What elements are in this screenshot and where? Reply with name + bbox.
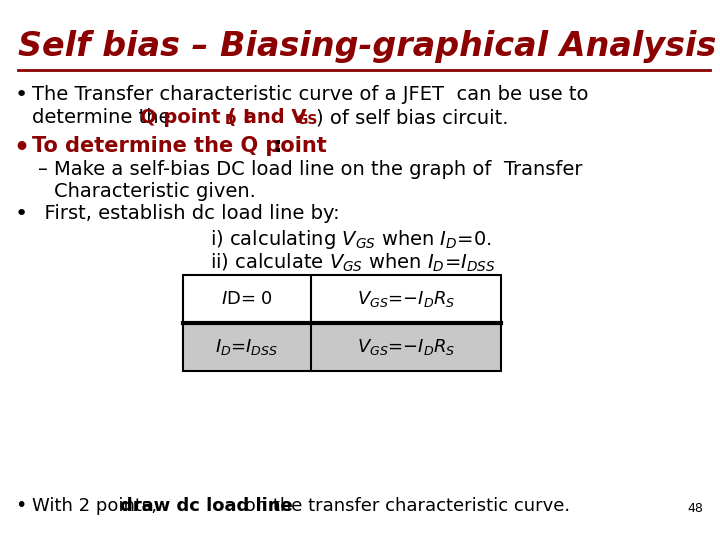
Text: determine the: determine the <box>32 108 176 127</box>
Bar <box>183 323 501 371</box>
Text: and V: and V <box>237 108 307 127</box>
Text: $V_{GS}$=$-I_D R_S$: $V_{GS}$=$-I_D R_S$ <box>357 289 455 309</box>
Text: :: : <box>274 136 282 156</box>
Text: •: • <box>15 496 27 515</box>
Text: i) calculating $V_{GS}$ when $I_D$=0.: i) calculating $V_{GS}$ when $I_D$=0. <box>210 228 492 251</box>
Text: on the transfer characteristic curve.: on the transfer characteristic curve. <box>239 497 570 515</box>
Text: •: • <box>15 204 28 224</box>
Bar <box>183 275 501 371</box>
Bar <box>183 275 501 323</box>
Text: First, establish dc load line by:: First, establish dc load line by: <box>32 204 340 223</box>
Text: Q point ( I: Q point ( I <box>140 108 250 127</box>
Text: To determine the Q point: To determine the Q point <box>32 136 327 156</box>
Text: •: • <box>15 85 28 105</box>
Text: •: • <box>13 136 29 160</box>
Text: 48: 48 <box>687 502 703 515</box>
Text: GS: GS <box>296 113 318 127</box>
Text: The Transfer characteristic curve of a JFET  can be use to: The Transfer characteristic curve of a J… <box>32 85 588 104</box>
Text: With 2 points,: With 2 points, <box>32 497 163 515</box>
Text: draw dc load line: draw dc load line <box>120 497 293 515</box>
Text: Characteristic given.: Characteristic given. <box>54 182 256 201</box>
Text: –: – <box>38 160 48 179</box>
Text: $I_D$=$I_{DSS}$: $I_D$=$I_{DSS}$ <box>215 337 279 357</box>
Text: Make a self-bias DC load line on the graph of  Transfer: Make a self-bias DC load line on the gra… <box>54 160 582 179</box>
Text: Self bias – Biasing-graphical Analysis: Self bias – Biasing-graphical Analysis <box>18 30 716 63</box>
Text: $\it{I}$D= 0: $\it{I}$D= 0 <box>221 290 273 308</box>
Text: $V_{GS}$=$-I_D R_S$: $V_{GS}$=$-I_D R_S$ <box>357 337 455 357</box>
Text: ) of self bias circuit.: ) of self bias circuit. <box>316 108 508 127</box>
Text: ii) calculate $V_{GS}$ when $I_D$=$I_{DSS}$: ii) calculate $V_{GS}$ when $I_D$=$I_{DS… <box>210 252 495 274</box>
Text: D: D <box>225 113 236 127</box>
